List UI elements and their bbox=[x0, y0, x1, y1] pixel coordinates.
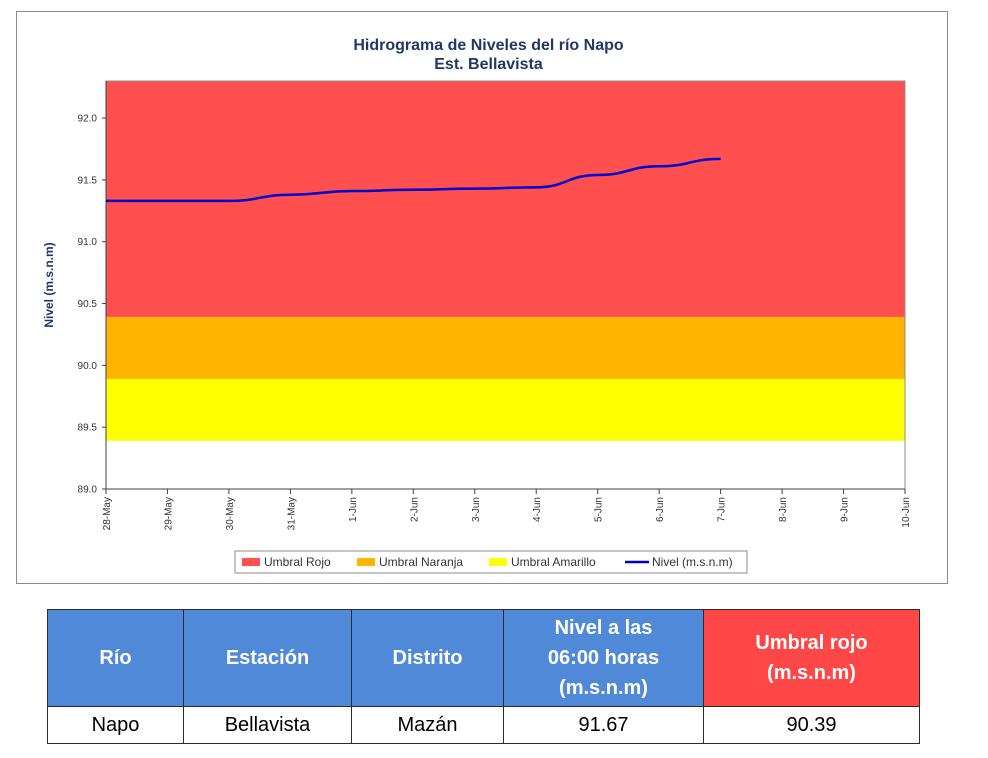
header-nivel: Nivel a las 06:00 horas (m.s.n.m) bbox=[503, 609, 704, 707]
series-line-nivel bbox=[106, 157, 721, 203]
hydrograph-chart: Hidrograma de Niveles del río Napo Est. B… bbox=[42, 37, 912, 574]
x-tick-label: 7-Jun bbox=[717, 497, 728, 522]
x-tick-label: 3-Jun bbox=[471, 497, 482, 522]
x-tick-label: 8-Jun bbox=[778, 497, 789, 522]
x-tick-label: 5-Jun bbox=[594, 497, 605, 522]
legend-swatch bbox=[489, 558, 507, 566]
y-tick-label: 91.5 bbox=[78, 175, 98, 186]
x-tick-label: 1-Jun bbox=[348, 497, 359, 522]
chart-subtitle: Est. Bellavista bbox=[434, 56, 543, 73]
cell-distrito: Mazán bbox=[351, 706, 504, 744]
y-tick-label: 92.0 bbox=[78, 114, 98, 125]
y-tick-label: 90.5 bbox=[78, 299, 98, 310]
cell-rio: Napo bbox=[47, 706, 184, 744]
x-tick-label: 2-Jun bbox=[409, 497, 420, 522]
header-rio: Río bbox=[47, 609, 184, 707]
legend-swatch bbox=[242, 558, 260, 566]
y-tick-label: 91.0 bbox=[78, 237, 98, 248]
y-axis-label: Nivel (m.s.n.m) bbox=[42, 242, 56, 327]
x-tick-label: 28-May bbox=[102, 497, 113, 530]
x-tick-label: 6-Jun bbox=[655, 497, 666, 522]
legend-label: Umbral Rojo bbox=[264, 555, 331, 569]
x-tick-label: 9-Jun bbox=[840, 497, 851, 522]
x-tick-label: 31-May bbox=[286, 497, 297, 530]
band-umbral-naranja bbox=[106, 317, 905, 379]
band-umbral-rojo bbox=[106, 81, 905, 318]
x-tick-label: 30-May bbox=[225, 497, 236, 530]
table-header-row: Río Estación Distrito Nivel a las 06:00 … bbox=[47, 609, 920, 707]
legend-swatch bbox=[357, 558, 375, 566]
table-row: Napo Bellavista Mazán 91.67 90.39 bbox=[47, 706, 920, 744]
chart-container: Hidrograma de Niveles del río Napo Est. B… bbox=[16, 11, 948, 584]
x-tick-label: 29-May bbox=[163, 497, 174, 530]
x-tick-label: 4-Jun bbox=[532, 497, 543, 522]
legend-label: Nivel (m.s.n.m) bbox=[652, 555, 733, 569]
header-estacion: Estación bbox=[183, 609, 352, 707]
header-umbral-rojo: Umbral rojo (m.s.n.m) bbox=[703, 609, 920, 707]
y-tick-label: 90.0 bbox=[78, 361, 98, 372]
y-tick-label: 89.5 bbox=[78, 423, 98, 434]
station-info-table: Río Estación Distrito Nivel a las 06:00 … bbox=[47, 609, 920, 744]
cell-estacion: Bellavista bbox=[183, 706, 352, 744]
legend-label: Umbral Amarillo bbox=[511, 555, 596, 569]
header-distrito: Distrito bbox=[351, 609, 504, 707]
legend-label: Umbral Naranja bbox=[379, 555, 463, 569]
cell-umbral-rojo: 90.39 bbox=[703, 706, 920, 744]
band-umbral-amarillo bbox=[106, 378, 905, 441]
y-tick-label: 89.0 bbox=[78, 485, 98, 496]
cell-nivel: 91.67 bbox=[503, 706, 704, 744]
x-tick-label: 10-Jun bbox=[901, 497, 912, 528]
chart-title: Hidrograma de Niveles del río Napo bbox=[353, 37, 624, 54]
